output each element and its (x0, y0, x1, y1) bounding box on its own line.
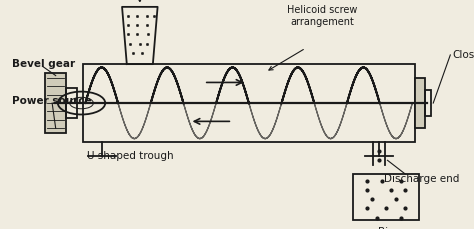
Bar (415, 78, 425, 128)
Text: Bin: Bin (378, 227, 395, 229)
Text: Discharge end: Discharge end (384, 174, 460, 184)
Text: U shaped trough: U shaped trough (87, 151, 173, 161)
Bar (66, 88, 77, 118)
Bar (353, 174, 419, 220)
Bar (83, 64, 415, 142)
Text: Power source: Power source (12, 96, 91, 106)
Text: Helicoid screw
arrangement: Helicoid screw arrangement (287, 5, 357, 27)
Bar (425, 90, 431, 116)
Bar (45, 73, 66, 133)
Text: Bevel gear: Bevel gear (12, 59, 75, 69)
Text: Closure: Closure (453, 50, 474, 60)
